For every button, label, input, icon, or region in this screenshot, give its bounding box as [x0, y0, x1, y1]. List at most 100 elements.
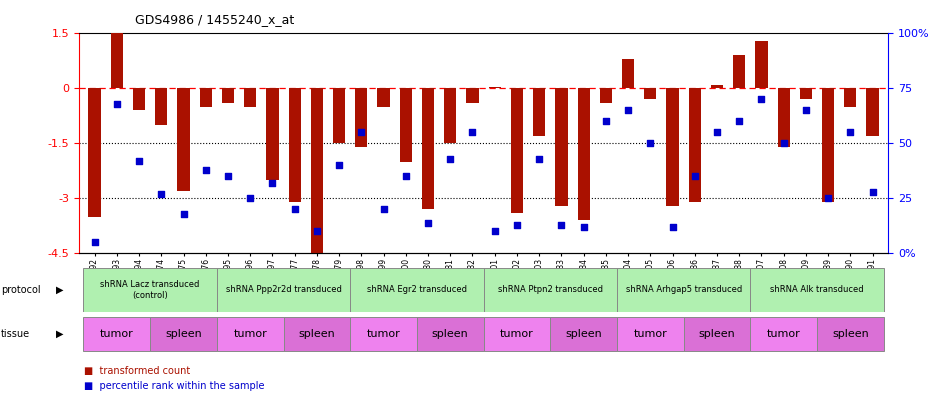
Point [176, 211, 191, 217]
Point [554, 222, 569, 228]
Bar [711, 85, 724, 88]
Bar [417, 317, 484, 351]
Point [620, 107, 635, 114]
Text: ■  transformed count: ■ transformed count [84, 366, 190, 376]
Point [532, 156, 547, 162]
Bar [284, 317, 351, 351]
Bar [351, 268, 484, 312]
Bar [617, 317, 684, 351]
Point [110, 101, 125, 107]
Bar [288, 88, 300, 202]
Bar [488, 86, 501, 88]
Bar [111, 33, 123, 88]
Bar [751, 317, 817, 351]
Point [265, 180, 280, 186]
Point [777, 140, 791, 147]
Point [510, 222, 525, 228]
Point [732, 118, 747, 125]
Bar [355, 88, 367, 147]
Text: tumor: tumor [366, 329, 401, 339]
Point [687, 173, 702, 180]
Point [287, 206, 302, 213]
Bar [867, 88, 879, 136]
Bar [84, 268, 217, 312]
Bar [378, 88, 390, 107]
Point [598, 118, 613, 125]
Bar [600, 88, 612, 103]
Point [220, 173, 235, 180]
Point [332, 162, 347, 169]
Point [865, 189, 880, 195]
Text: spleen: spleen [565, 329, 602, 339]
Point [487, 228, 502, 235]
Point [465, 129, 480, 136]
Point [398, 173, 413, 180]
Point [243, 195, 258, 202]
Bar [755, 41, 767, 88]
Point [420, 220, 435, 226]
Point [153, 191, 168, 197]
Bar [217, 268, 351, 312]
Point [310, 228, 325, 235]
Text: shRNA Lacz transduced
(control): shRNA Lacz transduced (control) [100, 280, 200, 299]
Bar [777, 88, 790, 147]
Bar [217, 317, 284, 351]
Text: ▶: ▶ [56, 285, 63, 295]
Bar [133, 88, 145, 110]
Point [665, 224, 680, 230]
Bar [578, 88, 590, 220]
Bar [555, 88, 567, 206]
Point [799, 107, 814, 114]
Bar [266, 88, 279, 180]
Bar [178, 88, 190, 191]
Bar [445, 88, 457, 143]
Text: shRNA Alk transduced: shRNA Alk transduced [770, 285, 864, 294]
Bar [150, 317, 217, 351]
Point [710, 129, 724, 136]
Text: tumor: tumor [633, 329, 667, 339]
Text: spleen: spleen [432, 329, 469, 339]
Text: spleen: spleen [166, 329, 202, 339]
Text: shRNA Ppp2r2d transduced: shRNA Ppp2r2d transduced [226, 285, 341, 294]
Bar [733, 55, 745, 88]
Bar [667, 88, 679, 206]
Point [354, 129, 369, 136]
Bar [466, 88, 479, 103]
Point [376, 206, 391, 213]
Bar [751, 268, 883, 312]
Text: shRNA Ptpn2 transduced: shRNA Ptpn2 transduced [498, 285, 603, 294]
Bar [200, 88, 212, 107]
Text: protocol: protocol [1, 285, 41, 295]
Text: GDS4986 / 1455240_x_at: GDS4986 / 1455240_x_at [135, 13, 294, 26]
Bar [422, 88, 434, 209]
Text: tissue: tissue [1, 329, 30, 339]
Point [132, 158, 147, 164]
Point [577, 224, 591, 230]
Bar [311, 88, 323, 253]
Bar [351, 317, 417, 351]
Point [443, 156, 458, 162]
Bar [644, 88, 657, 99]
Point [87, 239, 102, 246]
Bar [617, 268, 751, 312]
Bar [155, 88, 167, 125]
Bar [551, 317, 617, 351]
Bar [533, 88, 545, 136]
Point [643, 140, 658, 147]
Point [820, 195, 835, 202]
Text: spleen: spleen [299, 329, 335, 339]
Bar [688, 88, 701, 202]
Bar [684, 317, 751, 351]
Bar [84, 317, 150, 351]
Bar [484, 268, 617, 312]
Bar [333, 88, 345, 143]
Text: tumor: tumor [500, 329, 534, 339]
Bar [622, 59, 634, 88]
Bar [88, 88, 100, 217]
Text: tumor: tumor [767, 329, 801, 339]
Text: ■  percentile rank within the sample: ■ percentile rank within the sample [84, 381, 264, 391]
Point [754, 96, 769, 103]
Text: ▶: ▶ [56, 329, 63, 339]
Text: spleen: spleen [698, 329, 736, 339]
Point [843, 129, 857, 136]
